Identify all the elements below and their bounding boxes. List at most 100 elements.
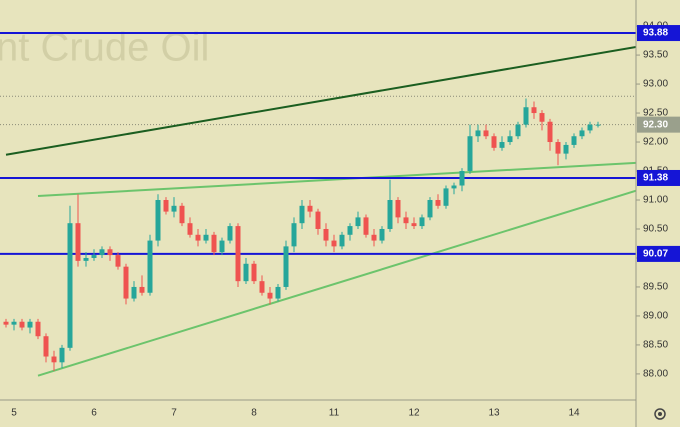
level-label: 93.88 (643, 28, 668, 39)
x-tick-label: 6 (91, 408, 97, 419)
candle-body (435, 200, 441, 206)
level-tag (637, 25, 680, 42)
candle-body (459, 171, 465, 186)
candle-body (27, 321, 33, 328)
candle-body (475, 130, 481, 137)
candle-body (83, 257, 89, 261)
candle-body (451, 185, 457, 189)
settings-icon[interactable] (654, 408, 666, 420)
candle-body (147, 240, 153, 293)
candle-body (419, 217, 425, 227)
candle-body (243, 263, 249, 282)
trend-line (5, 45, 637, 156)
candle-body (347, 226, 353, 235)
y-tick-label: 93.00 (643, 79, 668, 90)
candle-body (171, 205, 177, 212)
candle-body (315, 211, 321, 229)
y-tick-label: 92.50 (643, 108, 668, 119)
candle-body (235, 226, 241, 282)
candle-body (131, 286, 137, 299)
candle-body (51, 356, 57, 363)
y-tick-label: 92.00 (643, 137, 668, 148)
y-tick-label: 88.50 (643, 340, 668, 351)
x-tick-label: 7 (171, 408, 177, 419)
x-tick-label: 5 (11, 408, 17, 419)
y-tick-label: 93.50 (643, 50, 668, 61)
candle-body (395, 200, 401, 218)
candle-body (371, 234, 377, 241)
candle-body (19, 321, 25, 328)
candle-body (115, 255, 121, 267)
candle-body (523, 107, 529, 125)
candle-body (3, 321, 9, 325)
candle-body (387, 200, 393, 229)
candle-body (195, 234, 201, 241)
candle-body (139, 286, 145, 293)
candle-body (491, 136, 497, 148)
candle-body (467, 136, 473, 172)
candle-body (299, 205, 305, 224)
y-tick-label: 89.00 (643, 311, 668, 322)
candle-body (555, 142, 561, 154)
level-tag (637, 245, 680, 262)
candle-body (331, 240, 337, 247)
candle-body (251, 263, 257, 282)
candle-body (267, 292, 273, 299)
candle-body (275, 286, 281, 299)
x-tick-label: 8 (251, 408, 257, 419)
y-tick-label: 89.50 (643, 282, 668, 293)
candle-body (283, 246, 289, 287)
candle-body (579, 130, 585, 137)
candle-body (539, 113, 545, 122)
y-tick-label: 88.00 (643, 369, 668, 380)
candle-body (563, 144, 569, 154)
candle-body (43, 336, 49, 357)
candle-body (179, 205, 185, 224)
last-price-label: 92.30 (643, 119, 668, 130)
level-tag (637, 169, 680, 186)
x-tick-label: 14 (568, 408, 580, 419)
candle-body (531, 107, 537, 114)
trend-line (37, 189, 637, 377)
candle-body (443, 188, 449, 206)
candle-body (35, 321, 41, 337)
candle-body (339, 234, 345, 247)
candle-body (291, 223, 297, 247)
candle-body (211, 234, 217, 253)
candle-body (403, 217, 409, 224)
level-label: 90.07 (643, 249, 668, 260)
candle-body (355, 217, 361, 227)
candle-body (91, 255, 97, 258)
candle-body (107, 249, 113, 256)
candle-body (507, 136, 513, 143)
candle-body (427, 200, 433, 218)
x-tick-label: 12 (408, 408, 420, 419)
x-tick-label: 11 (329, 408, 340, 419)
candle-body (123, 266, 129, 299)
x-tick-label: 13 (488, 408, 500, 419)
candle-body (59, 347, 65, 363)
candle-body (11, 321, 17, 325)
y-tick-label: 91.00 (643, 195, 668, 206)
candle-body (595, 124, 601, 126)
candle-body (155, 200, 161, 241)
trend-line (37, 161, 637, 197)
candle-body (363, 217, 369, 235)
candle-body (227, 226, 233, 241)
candle-body (163, 200, 169, 212)
candle-body (323, 228, 329, 241)
candle-body (99, 249, 105, 256)
candle-body (587, 124, 593, 131)
candle-body (219, 240, 225, 253)
candle-body (203, 234, 209, 241)
candle-body (499, 142, 505, 148)
y-tick-label: 90.50 (643, 224, 668, 235)
candle-body (411, 223, 417, 227)
candle-body (307, 205, 313, 212)
candle-body (571, 136, 577, 145)
candle-body (547, 121, 553, 143)
candle-body (259, 281, 265, 293)
last-price-tag (637, 116, 680, 133)
